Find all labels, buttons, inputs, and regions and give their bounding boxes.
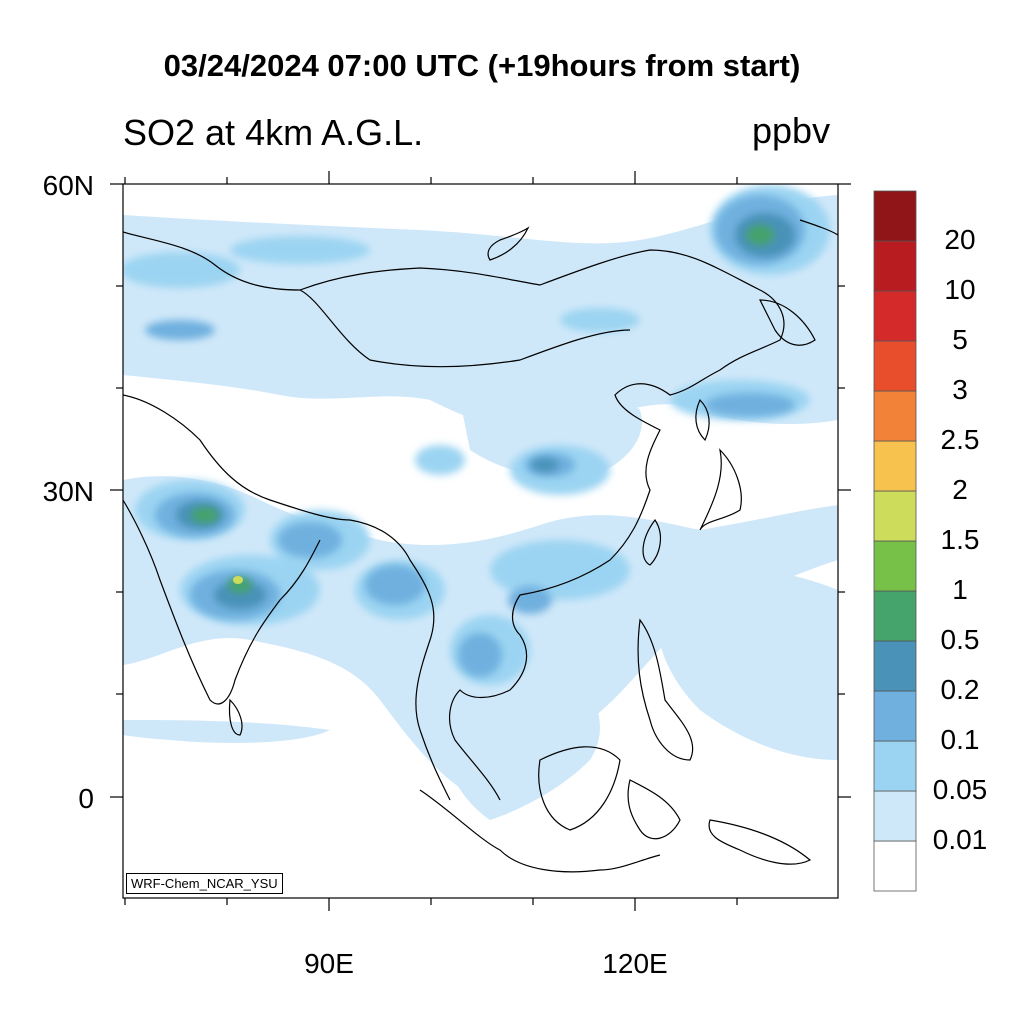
colorbar-level-label: 10 <box>944 274 976 305</box>
so2-contours-high <box>233 576 243 584</box>
lat-label-60n: 60N <box>42 170 94 201</box>
colorbar-box-2 <box>873 740 917 792</box>
model-credit-label: WRF-Chem_NCAR_YSU <box>126 873 283 894</box>
colorbar-level-label: 0.1 <box>940 724 980 755</box>
colorbar-box-4 <box>873 640 917 692</box>
colorbar-box-0 <box>873 840 917 892</box>
map-frame <box>122 183 839 899</box>
colorbar-level-label: 0.2 <box>940 674 980 705</box>
colorbar-level-label: 0.01 <box>932 824 988 855</box>
colorbar-box-7 <box>873 490 917 542</box>
units-label: ppbv <box>752 110 831 151</box>
colorbar <box>873 190 917 892</box>
colorbar-level-label: 20 <box>944 224 976 255</box>
colorbar-level-label: 2 <box>952 474 968 505</box>
colorbar-level-label: 1.5 <box>940 524 980 555</box>
colorbar-box-8 <box>873 440 917 492</box>
lat-label-30n: 30N <box>42 476 94 507</box>
so2-field <box>123 184 838 898</box>
variable-label: SO2 at 4km A.G.L. <box>123 112 424 153</box>
colorbar-box-5 <box>873 590 917 642</box>
colorbar-level-label: 5 <box>952 324 968 355</box>
colorbar-level-label: 0.5 <box>940 624 980 655</box>
colorbar-box-3 <box>873 690 917 742</box>
colorbar-box-13 <box>873 190 917 242</box>
coastlines-borders <box>123 219 838 873</box>
map-title: 03/24/2024 07:00 UTC (+19hours from star… <box>163 48 801 83</box>
colorbar-level-label: 3 <box>952 374 968 405</box>
colorbar-box-9 <box>873 390 917 442</box>
lat-label-0: 0 <box>78 783 94 814</box>
map-ticks <box>110 171 851 911</box>
lon-label-90e: 90E <box>304 948 354 979</box>
lon-label-120e: 120E <box>602 948 668 979</box>
colorbar-level-label: 1 <box>952 574 968 605</box>
colorbar-level-label: 0.05 <box>932 774 988 805</box>
colorbar-box-6 <box>873 540 917 592</box>
colorbar-box-1 <box>873 790 917 842</box>
colorbar-box-11 <box>873 290 917 342</box>
colorbar-box-10 <box>873 340 917 392</box>
colorbar-box-12 <box>873 240 917 292</box>
colorbar-level-label: 2.5 <box>940 424 980 455</box>
